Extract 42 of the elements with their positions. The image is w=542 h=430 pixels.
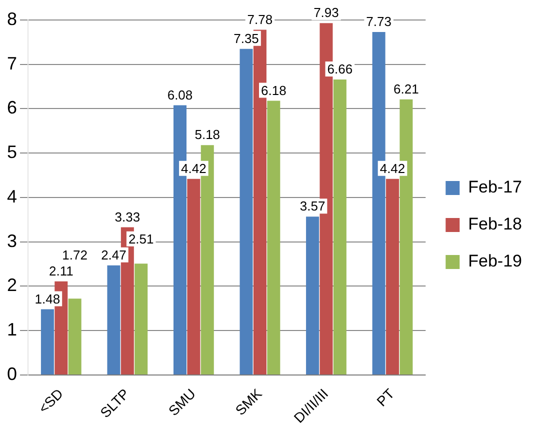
data-label: 6.08 (167, 87, 193, 102)
bar (333, 79, 346, 374)
data-label: 5.18 (194, 127, 220, 142)
data-label: 7.93 (314, 5, 339, 20)
y-tick-label: 0 (6, 364, 18, 384)
bar (187, 178, 200, 374)
y-tick-label: 1 (6, 320, 18, 340)
bar (40, 309, 54, 374)
data-label: 4.42 (181, 160, 206, 176)
data-label: 2.11 (48, 263, 74, 278)
bar (134, 264, 148, 374)
bar (306, 216, 320, 374)
bar (107, 265, 120, 374)
data-label: 2.51 (128, 231, 154, 246)
data-label: 7.78 (247, 12, 273, 27)
y-tick-label: 8 (6, 8, 18, 29)
data-label: 6.18 (261, 82, 286, 98)
y-tick-label: 6 (6, 98, 18, 118)
y-tick-label: 7 (6, 53, 18, 74)
y-tick-label: 4 (6, 186, 18, 206)
y-tick-label: 2 (6, 275, 18, 296)
x-tick-label: <SD (35, 385, 66, 416)
data-label: 1.48 (34, 291, 60, 306)
legend-label: Feb-19 (468, 252, 522, 271)
y-tick-label: 3 (6, 230, 18, 251)
bar (386, 178, 400, 374)
data-label: 2.47 (101, 247, 126, 262)
data-label: 1.72 (62, 247, 88, 262)
legend-label: Feb-17 (468, 178, 522, 197)
data-label: 3.57 (300, 198, 326, 214)
x-tick-label: PT (373, 385, 398, 410)
data-label: 6.66 (327, 62, 353, 77)
data-label: 7.73 (366, 14, 392, 30)
bar (68, 298, 82, 374)
bar (267, 100, 280, 374)
legend-label: Feb-18 (468, 214, 522, 234)
y-tick-label: 5 (6, 142, 18, 162)
data-label: 4.42 (380, 160, 406, 176)
bar (240, 48, 253, 374)
data-label: 3.33 (114, 209, 140, 224)
data-label: 6.21 (394, 82, 419, 96)
data-label: 7.35 (234, 30, 259, 46)
